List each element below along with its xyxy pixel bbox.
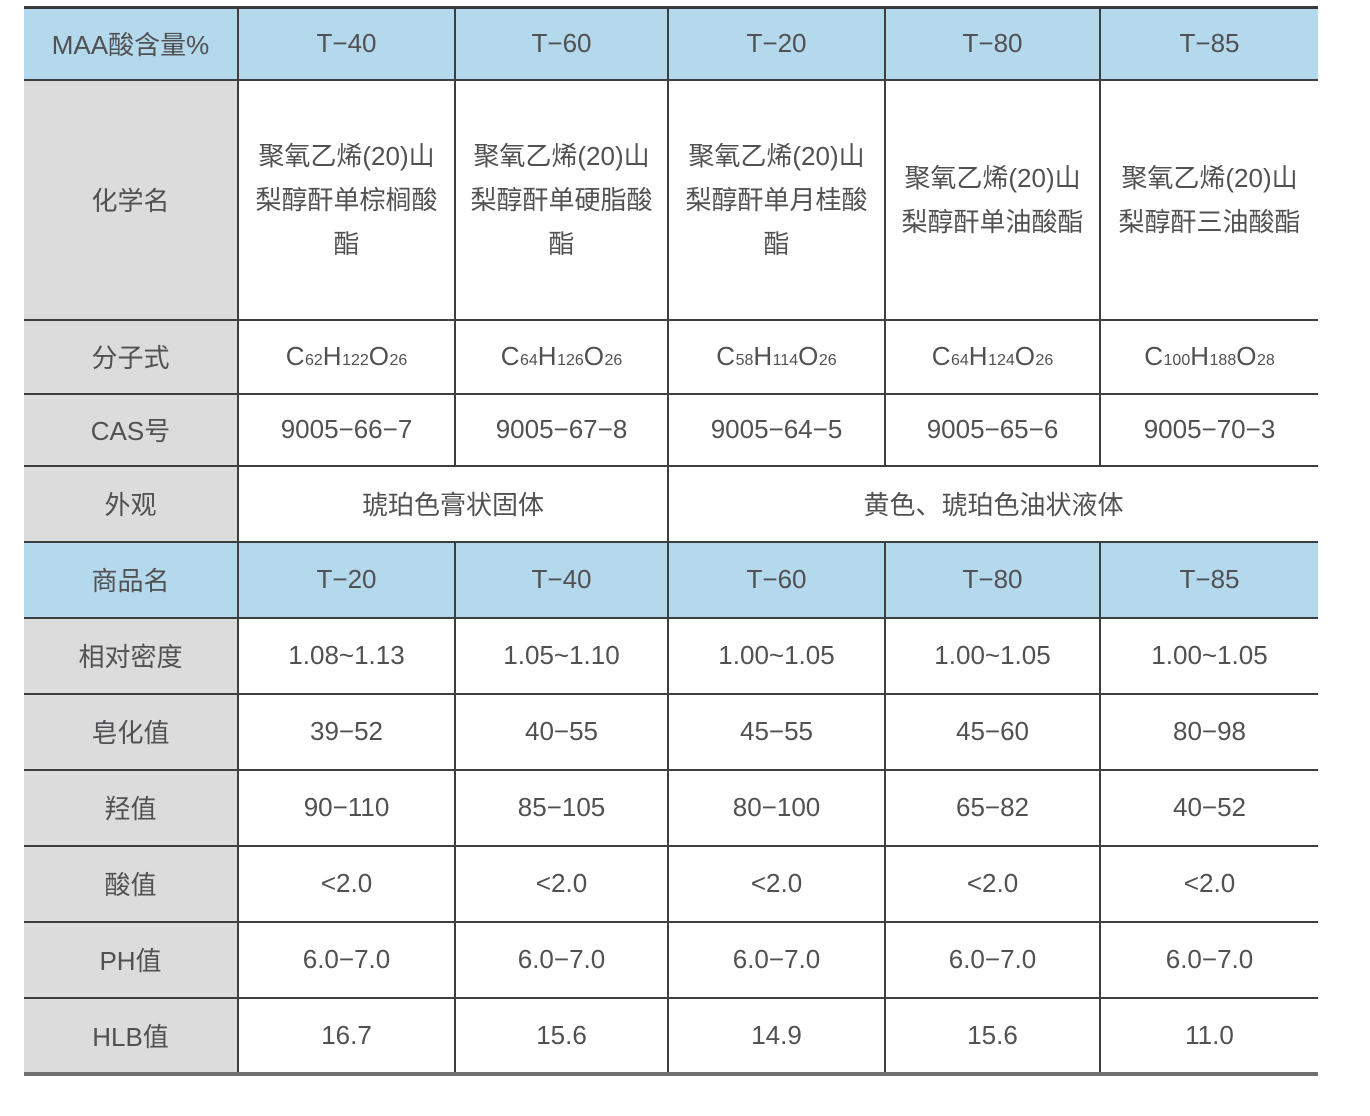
row-label: 羟值 — [24, 768, 238, 846]
value-cell: C58H114O26 — [667, 318, 885, 394]
column-header-cell: T−60 — [667, 540, 885, 618]
column-header-cell: T−80 — [884, 7, 1100, 80]
row-label: 分子式 — [24, 318, 238, 394]
column-header-cell: T−60 — [454, 7, 668, 80]
column-header-cell: T−85 — [1099, 540, 1318, 618]
value-cell: 1.05~1.10 — [454, 616, 668, 694]
value-cell: 40−52 — [1099, 768, 1318, 846]
value-cell: 6.0−7.0 — [884, 920, 1100, 998]
value-cell: <2.0 — [1099, 844, 1318, 922]
product-spec-table: MAA酸含量% T−40 T−60 T−20 T−80 T−85 化学名 聚氧乙… — [24, 6, 1318, 1076]
value-cell: C100H188O28 — [1099, 318, 1318, 394]
value-cell: 9005−64−5 — [667, 392, 885, 466]
value-cell: C62H122O26 — [237, 318, 455, 394]
row-label: 外观 — [24, 464, 238, 542]
value-cell: 14.9 — [667, 996, 885, 1074]
value-cell: 聚氧乙烯(20)山 梨醇酐单硬脂酸酯 — [454, 78, 668, 320]
value-cell: 聚氧乙烯(20)山 梨醇酐单月桂酸酯 — [667, 78, 885, 320]
table-row-cas-number: CAS号 9005−66−7 9005−67−8 9005−64−5 9005−… — [24, 392, 1318, 466]
value-cell: C64H124O26 — [884, 318, 1100, 394]
value-cell: 6.0−7.0 — [454, 920, 668, 998]
value-cell: 聚氧乙烯(20)山 梨醇酐单油酸酯 — [884, 78, 1100, 320]
value-cell: 80−98 — [1099, 692, 1318, 770]
row-label: 相对密度 — [24, 616, 238, 694]
value-cell: 11.0 — [1099, 996, 1318, 1074]
value-cell: 6.0−7.0 — [1099, 920, 1318, 998]
row-label: 商品名 — [24, 540, 238, 618]
value-cell: 80−100 — [667, 768, 885, 846]
table-row-ph-value: PH值 6.0−7.0 6.0−7.0 6.0−7.0 6.0−7.0 6.0−… — [24, 920, 1318, 998]
row-label: 酸值 — [24, 844, 238, 922]
value-cell-merged: 琥珀色膏状固体 — [237, 464, 668, 542]
row-label: 皂化值 — [24, 692, 238, 770]
corner-label: MAA酸含量% — [24, 7, 238, 80]
value-cell: 15.6 — [454, 996, 668, 1074]
value-cell: <2.0 — [454, 844, 668, 922]
value-cell: 6.0−7.0 — [237, 920, 455, 998]
value-cell: 45−55 — [667, 692, 885, 770]
value-cell: 6.0−7.0 — [667, 920, 885, 998]
value-cell: <2.0 — [237, 844, 455, 922]
table-row-hlb-value: HLB值 16.7 15.6 14.9 15.6 11.0 — [24, 996, 1318, 1074]
value-cell-merged: 黄色、琥珀色油状液体 — [667, 464, 1318, 542]
column-header-cell: T−20 — [237, 540, 455, 618]
value-cell: 1.00~1.05 — [1099, 616, 1318, 694]
row-label: PH值 — [24, 920, 238, 998]
column-header-cell: T−85 — [1099, 7, 1318, 80]
value-cell: <2.0 — [884, 844, 1100, 922]
value-cell: 16.7 — [237, 996, 455, 1074]
table-row-molecular-formula: 分子式 C62H122O26 C64H126O26 C58H114O26 C64… — [24, 318, 1318, 394]
table-row-hydroxyl-value: 羟值 90−110 85−105 80−100 65−82 40−52 — [24, 768, 1318, 846]
value-cell: <2.0 — [667, 844, 885, 922]
table-row-appearance: 外观 琥珀色膏状固体 黄色、琥珀色油状液体 — [24, 464, 1318, 542]
value-cell: 1.08~1.13 — [237, 616, 455, 694]
value-cell: C64H126O26 — [454, 318, 668, 394]
row-label: 化学名 — [24, 78, 238, 320]
value-cell: 39−52 — [237, 692, 455, 770]
column-header-cell: T−20 — [667, 7, 885, 80]
value-cell: 1.00~1.05 — [884, 616, 1100, 694]
row-label: CAS号 — [24, 392, 238, 466]
value-cell: 9005−70−3 — [1099, 392, 1318, 466]
value-cell: 聚氧乙烯(20)山 梨醇酐三油酸酯 — [1099, 78, 1318, 320]
table-row-chemical-name: 化学名 聚氧乙烯(20)山 梨醇酐单棕榈酸酯 聚氧乙烯(20)山 梨醇酐单硬脂酸… — [24, 78, 1318, 320]
column-header-cell: T−40 — [237, 7, 455, 80]
table-row-acid-value: 酸值 <2.0 <2.0 <2.0 <2.0 <2.0 — [24, 844, 1318, 922]
column-header-cell: T−80 — [884, 540, 1100, 618]
table-row-saponification-value: 皂化值 39−52 40−55 45−55 45−60 80−98 — [24, 692, 1318, 770]
value-cell: 40−55 — [454, 692, 668, 770]
value-cell: 9005−65−6 — [884, 392, 1100, 466]
value-cell: 9005−67−8 — [454, 392, 668, 466]
value-cell: 90−110 — [237, 768, 455, 846]
value-cell: 聚氧乙烯(20)山 梨醇酐单棕榈酸酯 — [237, 78, 455, 320]
value-cell: 45−60 — [884, 692, 1100, 770]
row-label: HLB值 — [24, 996, 238, 1074]
value-cell: 15.6 — [884, 996, 1100, 1074]
value-cell: 85−105 — [454, 768, 668, 846]
table-row-maa-header: MAA酸含量% T−40 T−60 T−20 T−80 T−85 — [24, 7, 1318, 80]
column-header-cell: T−40 — [454, 540, 668, 618]
value-cell: 9005−66−7 — [237, 392, 455, 466]
table-row-relative-density: 相对密度 1.08~1.13 1.05~1.10 1.00~1.05 1.00~… — [24, 616, 1318, 694]
value-cell: 1.00~1.05 — [667, 616, 885, 694]
value-cell: 65−82 — [884, 768, 1100, 846]
table-row-trade-name-header: 商品名 T−20 T−40 T−60 T−80 T−85 — [24, 540, 1318, 618]
